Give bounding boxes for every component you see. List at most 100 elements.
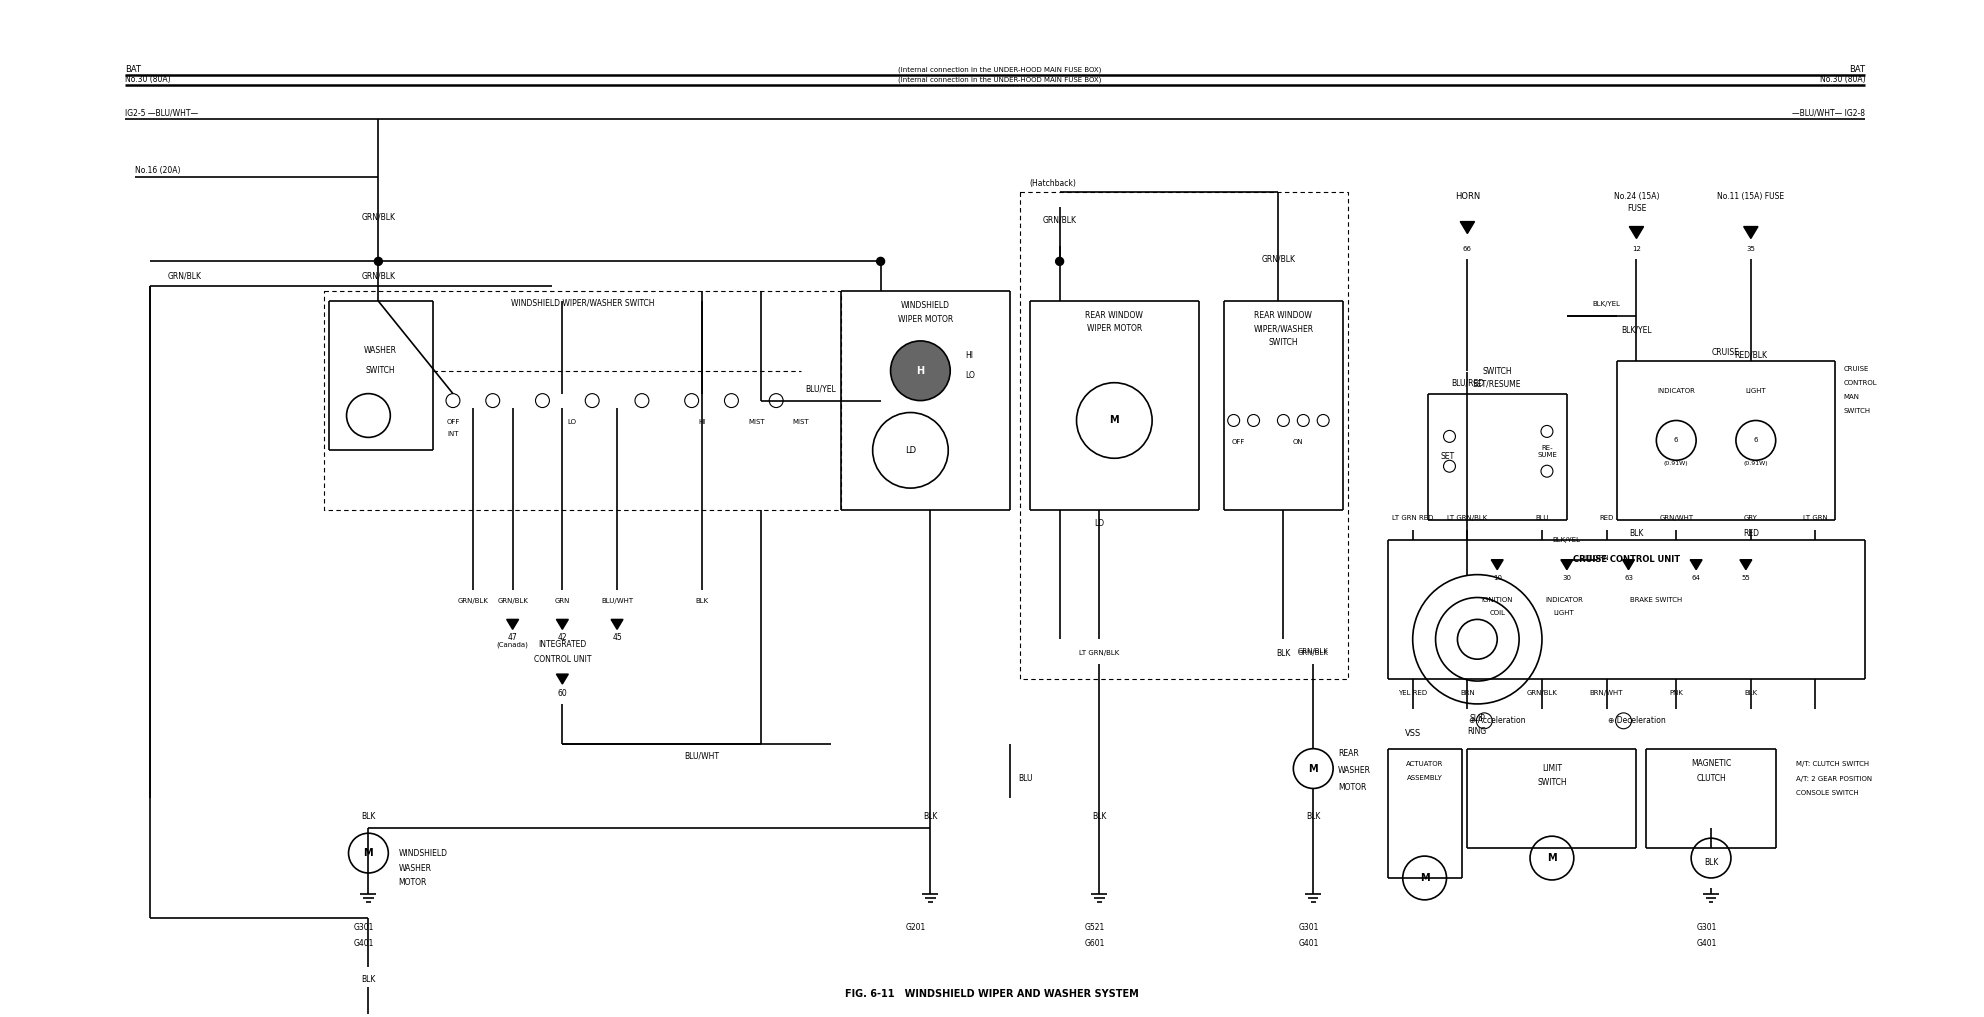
Text: LT GRN: LT GRN [1585, 554, 1609, 560]
Text: 60: 60 [558, 690, 567, 699]
Text: (Internal connection in the UNDER-HOOD MAIN FUSE BOX): (Internal connection in the UNDER-HOOD M… [899, 76, 1101, 82]
Text: SET/RESUME: SET/RESUME [1472, 379, 1522, 388]
Text: RED: RED [1599, 515, 1613, 521]
Text: 12: 12 [1633, 246, 1641, 252]
Text: BLK: BLK [1093, 812, 1107, 821]
Text: INT: INT [446, 431, 458, 437]
Text: MAN: MAN [1843, 394, 1859, 400]
Text: RE-
SUME: RE- SUME [1538, 444, 1557, 458]
Text: —BLU/WHT— IG2-8: —BLU/WHT— IG2-8 [1792, 109, 1865, 118]
Text: BAT: BAT [125, 65, 141, 74]
Text: G301: G301 [1298, 923, 1319, 933]
Circle shape [891, 341, 950, 401]
Text: BLK: BLK [1744, 690, 1758, 696]
Circle shape [877, 257, 885, 265]
Text: LO: LO [567, 419, 577, 425]
Text: 42: 42 [558, 633, 567, 642]
Text: WINDSHIELD: WINDSHIELD [901, 301, 950, 309]
Polygon shape [1492, 559, 1504, 570]
Text: BLK: BLK [361, 975, 375, 983]
Text: BRN: BRN [1460, 690, 1474, 696]
Text: SWITCH: SWITCH [1843, 408, 1871, 414]
Text: LD: LD [905, 445, 917, 455]
Text: WIPER MOTOR: WIPER MOTOR [897, 314, 952, 323]
Text: BRN/WHT: BRN/WHT [1589, 690, 1623, 696]
Text: M: M [1307, 764, 1317, 774]
Text: IG2-5 —BLU/WHT—: IG2-5 —BLU/WHT— [125, 109, 198, 118]
Text: OFF: OFF [1232, 439, 1246, 445]
Text: LT GRN RED: LT GRN RED [1393, 515, 1432, 521]
Text: RED/BLK: RED/BLK [1734, 350, 1768, 359]
Text: M: M [1109, 416, 1119, 425]
Text: LD: LD [1095, 520, 1105, 529]
Text: BLK/YEL: BLK/YEL [1593, 301, 1621, 307]
Text: INTEGRATED: INTEGRATED [538, 640, 587, 649]
Text: LT GRN/BLK: LT GRN/BLK [1079, 650, 1119, 656]
Text: A/T: 2 GEAR POSITION: A/T: 2 GEAR POSITION [1796, 776, 1871, 781]
Text: G301: G301 [353, 923, 373, 933]
Polygon shape [1460, 222, 1474, 234]
Text: 35: 35 [1746, 246, 1756, 252]
Text: G521: G521 [1085, 923, 1105, 933]
Text: ACTUATOR: ACTUATOR [1407, 761, 1442, 767]
Text: RED: RED [1742, 530, 1760, 538]
Text: BLK: BLK [361, 812, 375, 821]
Text: LIGHT: LIGHT [1746, 387, 1766, 394]
Text: 47: 47 [508, 633, 518, 642]
Text: No.16 (20A): No.16 (20A) [135, 167, 181, 175]
Text: MAGNETIC: MAGNETIC [1690, 759, 1732, 768]
Text: BLK: BLK [1629, 530, 1643, 538]
Text: GRN/BLK: GRN/BLK [1298, 650, 1329, 656]
Text: (Canada): (Canada) [496, 641, 528, 648]
Polygon shape [506, 619, 518, 630]
Text: (Internal connection in the UNDER-HOOD MAIN FUSE BOX): (Internal connection in the UNDER-HOOD M… [899, 66, 1101, 72]
Text: CONTROL UNIT: CONTROL UNIT [534, 655, 591, 664]
Text: HI: HI [964, 351, 972, 360]
Text: WIPER MOTOR: WIPER MOTOR [1087, 324, 1143, 334]
Text: GRN/BLK: GRN/BLK [1298, 648, 1329, 654]
Text: MIST: MIST [794, 419, 809, 425]
Text: GRN: GRN [556, 598, 569, 604]
Text: G401: G401 [1298, 939, 1319, 948]
Polygon shape [556, 674, 567, 684]
Text: BLK: BLK [923, 812, 938, 821]
Text: GRN/BLK: GRN/BLK [1262, 255, 1296, 263]
Text: No.11 (15A) FUSE: No.11 (15A) FUSE [1718, 192, 1784, 201]
Text: GRN/WHT: GRN/WHT [1659, 515, 1692, 521]
Text: ⊕ Deceleration: ⊕ Deceleration [1607, 716, 1665, 725]
Text: SLIP: SLIP [1470, 714, 1486, 723]
Text: No.30 (80A): No.30 (80A) [1819, 75, 1865, 83]
Text: RING: RING [1468, 727, 1486, 736]
Text: BLU/YEL: BLU/YEL [806, 384, 837, 394]
Text: ASSEMBLY: ASSEMBLY [1407, 775, 1442, 780]
Text: ⊕ Acceleration: ⊕ Acceleration [1468, 716, 1526, 725]
Text: INDICATOR: INDICATOR [1657, 387, 1694, 394]
Text: BLK/YEL: BLK/YEL [1553, 537, 1581, 543]
Text: BLU/WHT: BLU/WHT [601, 598, 633, 604]
Text: INDICATOR: INDICATOR [1546, 597, 1583, 602]
Polygon shape [611, 619, 623, 630]
Text: WINDSHIELD: WINDSHIELD [399, 848, 446, 857]
Text: GRN/BLK: GRN/BLK [361, 213, 395, 221]
Text: M: M [363, 848, 373, 858]
Text: GRN/BLK: GRN/BLK [498, 598, 528, 604]
Text: 66: 66 [1462, 246, 1472, 252]
Text: BLK: BLK [1305, 812, 1321, 821]
Text: SWITCH: SWITCH [1538, 778, 1567, 787]
Text: GRY: GRY [1744, 515, 1758, 521]
Text: G401: G401 [1696, 939, 1716, 948]
Text: REAR WINDOW: REAR WINDOW [1254, 310, 1311, 319]
Text: M: M [1548, 853, 1557, 863]
Polygon shape [556, 619, 567, 630]
Text: G201: G201 [905, 923, 927, 933]
Text: M: M [1421, 873, 1428, 883]
Text: H: H [917, 366, 925, 375]
Text: WASHER: WASHER [363, 347, 397, 355]
Text: CLUTCH: CLUTCH [1696, 774, 1726, 783]
Text: CRUISE: CRUISE [1843, 366, 1869, 372]
Polygon shape [1629, 227, 1643, 238]
Text: BLU: BLU [1018, 774, 1032, 783]
Text: BRAKE SWITCH: BRAKE SWITCH [1631, 597, 1682, 602]
Circle shape [375, 257, 383, 265]
Text: LO: LO [964, 371, 974, 380]
